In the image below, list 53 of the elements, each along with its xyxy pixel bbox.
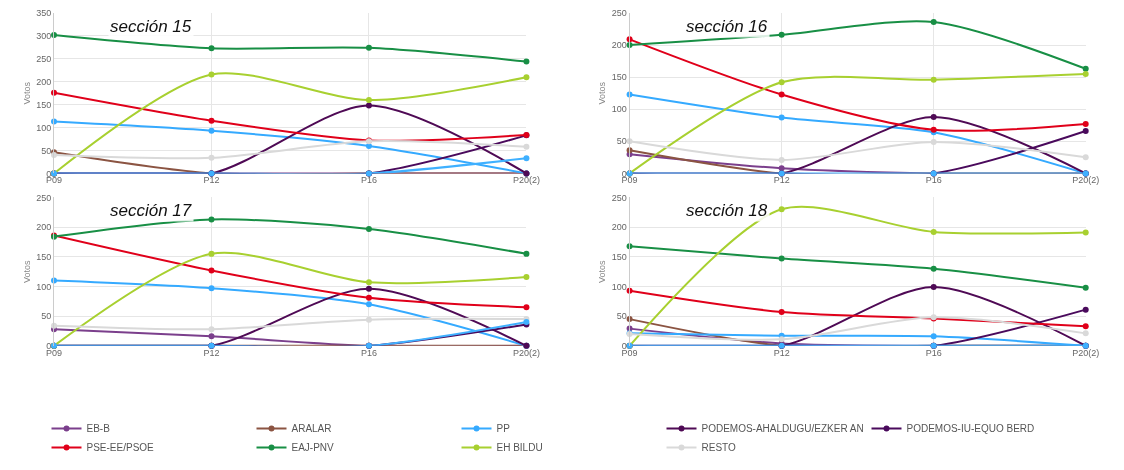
x-tick-label: P20(2) — [512, 175, 540, 186]
chart-title: sección 18 — [686, 201, 768, 220]
legend-label: EAJ-PNV — [291, 442, 335, 454]
legend-label: PSE-EE/PSOE — [86, 442, 155, 454]
x-tick-label: P16 — [360, 175, 377, 186]
x-tick-label: P12 — [773, 175, 790, 186]
x-tick-label: P20(2) — [1072, 347, 1100, 358]
y-tick-label: 0 — [621, 340, 627, 351]
y-tick-label: 200 — [36, 222, 52, 233]
y-tick-label: 100 — [611, 104, 627, 115]
y-tick-label: 50 — [616, 136, 627, 147]
legend-label: PP — [496, 423, 511, 435]
y-tick-label: 300 — [36, 31, 52, 42]
chart-title: sección 16 — [686, 17, 768, 36]
x-tick-label: P20(2) — [512, 347, 540, 358]
x-tick-label: P16 — [360, 347, 377, 358]
y-axis-title: Votos — [21, 81, 32, 105]
y-tick-label: 350 — [36, 8, 52, 19]
legend-label: EH BILDU — [496, 442, 543, 454]
y-tick-label: 100 — [36, 281, 52, 292]
legend-label: PODEMOS-AHALDUGU/EZKER AN — [701, 423, 864, 435]
x-tick-label: P16 — [925, 175, 942, 186]
chart-title: sección 15 — [110, 17, 192, 36]
legend-label: RESTO — [701, 442, 736, 454]
y-tick-label: 250 — [36, 192, 52, 203]
y-tick-label: 50 — [41, 145, 52, 156]
y-tick-label: 200 — [611, 222, 627, 233]
chart-title: sección 17 — [110, 201, 192, 220]
y-axis-title: Votos — [597, 81, 608, 105]
y-tick-label: 100 — [36, 122, 52, 133]
y-tick-label: 50 — [616, 311, 627, 322]
legend-label: PODEMOS-IU-EQUO BERD — [906, 423, 1035, 435]
y-tick-label: 150 — [611, 251, 627, 262]
y-axis-title: Votos — [597, 259, 608, 283]
y-tick-label: 100 — [611, 281, 627, 292]
y-tick-label: 200 — [36, 76, 52, 87]
y-tick-label: 250 — [611, 8, 627, 19]
legend-label: ARALAR — [291, 423, 332, 435]
x-tick-label: P12 — [773, 347, 790, 358]
y-tick-label: 50 — [41, 311, 52, 322]
x-tick-label: P16 — [925, 347, 942, 358]
y-tick-label: 250 — [36, 53, 52, 64]
x-tick-label: P12 — [203, 347, 220, 358]
y-tick-label: 150 — [36, 99, 52, 110]
x-tick-label: P20(2) — [1072, 175, 1100, 186]
y-tick-label: 0 — [46, 340, 52, 351]
x-tick-label: P12 — [203, 175, 220, 186]
legend-label: EB-B — [86, 423, 111, 435]
y-tick-label: 150 — [611, 72, 627, 83]
y-tick-label: 200 — [611, 40, 627, 51]
y-tick-label: 250 — [611, 192, 627, 203]
y-axis-title: Votos — [21, 259, 32, 283]
y-tick-label: 150 — [36, 251, 52, 262]
